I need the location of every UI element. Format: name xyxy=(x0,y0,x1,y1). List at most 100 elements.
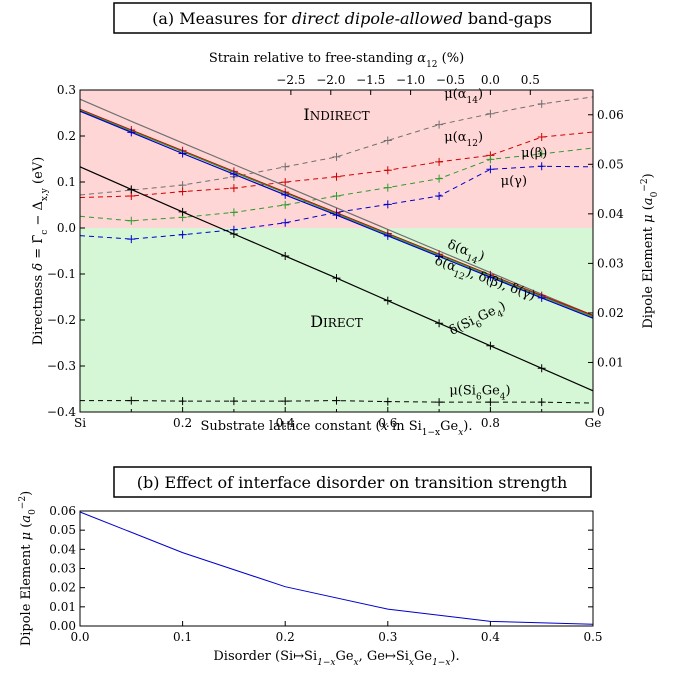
y-right-tick-label: 0 xyxy=(597,405,605,419)
x-tick-label: 0.8 xyxy=(481,416,500,430)
panel-b-title-box: (b) Effect of interface disorder on tran… xyxy=(113,466,592,498)
dipole-marker xyxy=(127,235,136,244)
panel-a-plot: INDIRECT DIRECT Si 0.2 0.4 0.6 0.8 Ge −0.4 −0.3 −0… xyxy=(31,51,660,438)
x-tick-label: 0.2 xyxy=(173,416,192,430)
y-right-tick-label: 0.04 xyxy=(597,207,624,221)
dipole-marker xyxy=(537,162,546,171)
directness-marker xyxy=(537,293,546,302)
dipole-marker xyxy=(383,183,392,192)
y-left-tick-label: 0.1 xyxy=(57,175,76,189)
b-y-axis-label: Dipole Element μ (a0−2) xyxy=(18,491,38,646)
dipole-marker xyxy=(486,165,495,174)
panel-b-plot: 0.0 0.1 0.2 0.3 0.4 0.5 0.00 0.01 0.02 0.03 0.04 0.… xyxy=(18,491,603,668)
dipole-marker xyxy=(281,178,290,187)
b-x-tick-label: 0.5 xyxy=(583,630,602,644)
dipole-marker xyxy=(435,398,444,407)
dipole-marker xyxy=(383,200,392,209)
top-axis-label: Strain relative to free-standing α12 (%) xyxy=(209,51,464,70)
directness-marker xyxy=(127,185,136,194)
directness-marker xyxy=(281,190,290,199)
dipole-marker xyxy=(332,396,341,405)
dipole-marker xyxy=(332,172,341,181)
dipole-marker xyxy=(486,155,495,164)
dipole-marker xyxy=(435,174,444,183)
dipole-marker xyxy=(281,162,290,171)
top-tick-label: −0.5 xyxy=(436,73,465,87)
dipole-marker xyxy=(178,230,187,239)
b-y-tick-label: 0.03 xyxy=(49,562,76,576)
top-tick-label: 0.0 xyxy=(481,73,500,87)
directness-marker xyxy=(435,319,444,328)
top-tick-label: −2.5 xyxy=(276,73,305,87)
dipole-marker xyxy=(383,397,392,406)
y-right-tick-label: 0.05 xyxy=(597,157,624,171)
x-tick-label: Ge xyxy=(585,416,602,430)
dipole-marker xyxy=(332,192,341,201)
directness-marker xyxy=(281,252,290,261)
directness-marker xyxy=(178,149,187,158)
y-left-tick-label: −0.3 xyxy=(47,359,76,373)
b-x-tick-label: 0.2 xyxy=(276,630,295,644)
b-y-tick-label: 0.00 xyxy=(49,619,76,633)
directness-marker xyxy=(229,229,238,238)
dipole-marker xyxy=(178,397,187,406)
directness-marker xyxy=(178,207,187,216)
b-x-tick-label: 0.1 xyxy=(173,630,192,644)
directness-marker xyxy=(229,170,238,179)
directness-marker xyxy=(127,128,136,137)
dipole-marker xyxy=(537,99,546,108)
dipole-marker xyxy=(281,218,290,227)
label-mu-alpha14: μ(α14) xyxy=(444,87,483,106)
y-left-tick-label: 0.2 xyxy=(57,129,76,143)
dipole-marker xyxy=(537,149,546,158)
dipole-line-3 xyxy=(80,165,593,240)
dipole-marker xyxy=(281,200,290,209)
directness-marker xyxy=(332,274,341,283)
top-tick-label: 0.5 xyxy=(521,73,540,87)
top-tick-label: −2.0 xyxy=(316,73,345,87)
y-left-tick-label: 0.3 xyxy=(57,83,76,97)
panel-a-title: (a) Measures for direct dipole-allowed b… xyxy=(152,9,552,28)
x-tick-label: 0.6 xyxy=(378,416,397,430)
x-tick-label: Si xyxy=(74,416,86,430)
dipole-marker xyxy=(435,120,444,129)
direct-region xyxy=(80,228,593,412)
b-y-tick-label: 0.02 xyxy=(49,581,76,595)
y-right-tick-label: 0.01 xyxy=(597,355,624,369)
directness-marker xyxy=(435,252,444,261)
label-mu-beta: μ(β) xyxy=(521,146,547,161)
b-x-tick-label: 0.3 xyxy=(378,630,397,644)
direct-label: DIRECT xyxy=(310,312,363,331)
dipole-marker xyxy=(435,192,444,201)
b-x-axis-label: Disorder (Si↦Si1−xGex, Ge↦SixGe1−x). xyxy=(213,649,459,668)
dipole-marker xyxy=(127,216,136,225)
dipole-marker xyxy=(229,184,238,193)
label-mu-si6ge4: μ(Si6Ge4) xyxy=(449,384,510,403)
dipole-marker xyxy=(229,208,238,217)
directness-marker xyxy=(383,296,392,305)
directness-marker xyxy=(537,364,546,373)
indirect-label: INDIRECT xyxy=(303,105,369,124)
directness-marker xyxy=(332,211,341,220)
panel-b-frame xyxy=(79,510,594,627)
x-tick-label: 0.4 xyxy=(276,416,295,430)
y-right-tick-label: 0.03 xyxy=(597,256,624,270)
dipole-marker xyxy=(127,396,136,405)
dipole-marker xyxy=(537,398,546,407)
y-left-tick-label: −0.1 xyxy=(47,267,76,281)
directness-marker xyxy=(383,231,392,240)
dipole-marker xyxy=(435,157,444,166)
y-left-tick-label: −0.2 xyxy=(47,313,76,327)
dipole-marker xyxy=(229,397,238,406)
b-y-tick-label: 0.05 xyxy=(49,523,76,537)
x-axis-label: Substrate lattice constant (x in Si1−xGe… xyxy=(201,419,473,438)
top-tick-label: −1.5 xyxy=(356,73,385,87)
dipole-marker xyxy=(281,397,290,406)
dipole-marker xyxy=(332,152,341,161)
dipole-marker xyxy=(486,109,495,118)
directness-line-0 xyxy=(80,98,593,316)
disorder-line xyxy=(79,511,594,625)
y-right-tick-label: 0.06 xyxy=(597,108,624,122)
dipole-marker xyxy=(383,136,392,145)
